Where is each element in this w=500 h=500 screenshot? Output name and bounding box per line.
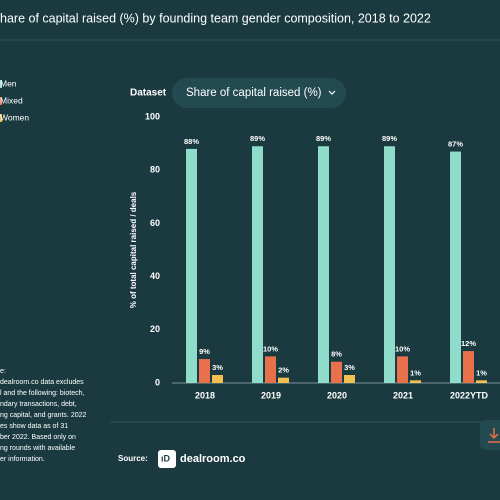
- note-line: ndary transactions, debt,: [0, 401, 77, 408]
- bar: [450, 151, 461, 383]
- data-label: 89%: [316, 134, 331, 143]
- y-axis-label: % of total capital raised / deals: [129, 191, 138, 308]
- bar: [463, 351, 474, 383]
- x-tick-label: 2021: [393, 390, 413, 400]
- y-tick-label: 20: [150, 324, 160, 334]
- x-tick-label: 2020: [327, 390, 347, 400]
- data-label: 10%: [263, 344, 278, 353]
- data-label: 89%: [382, 134, 397, 143]
- bar: [212, 375, 223, 383]
- data-label: 87%: [448, 140, 463, 149]
- bar: [186, 148, 197, 383]
- data-label: 3%: [344, 363, 355, 372]
- note-line: er information.: [0, 456, 45, 463]
- x-tick-label: 2022YTD: [450, 390, 489, 400]
- legend-swatch: [0, 114, 2, 122]
- dataset-label: Dataset: [130, 88, 167, 99]
- bar: [265, 356, 276, 383]
- note-line: ng capital, and grants. 2022: [0, 412, 87, 419]
- data-label: 9%: [199, 347, 210, 356]
- data-label: 2%: [278, 366, 289, 375]
- logo-mark: ıD: [161, 453, 171, 463]
- source-label: Source:: [118, 454, 148, 463]
- logo: dealroom.co: [180, 453, 246, 465]
- data-label: 88%: [184, 137, 199, 146]
- chevron[interactable]: [328, 90, 336, 95]
- bar: [384, 146, 395, 383]
- x-tick-label: 2018: [195, 390, 215, 400]
- legend-swatch: [0, 97, 2, 105]
- y-tick-label: 80: [150, 165, 160, 175]
- data-label: 12%: [461, 339, 476, 348]
- chart-title: hare of capital raised (%) by founding t…: [0, 11, 431, 25]
- bar: [252, 146, 263, 383]
- bar: [397, 356, 408, 383]
- legend-label: Women: [0, 112, 29, 122]
- bar: [344, 375, 355, 383]
- bar: [278, 377, 289, 383]
- y-tick-label: 40: [150, 271, 160, 281]
- data-label: 10%: [395, 344, 410, 353]
- data-label: 1%: [476, 368, 487, 377]
- note-line: e:: [0, 368, 6, 375]
- y-tick-label: 100: [145, 111, 160, 121]
- note-line: es show data as of 31: [0, 423, 68, 430]
- bar: [410, 380, 421, 383]
- legend-label: Men: [0, 78, 17, 88]
- data-label: 89%: [250, 134, 265, 143]
- note-line: ng rounds with available: [0, 445, 75, 452]
- x-tick-label: 2019: [261, 390, 281, 400]
- note-line: dealroom.co data excludes: [0, 379, 84, 386]
- y-tick-label: 0: [155, 377, 160, 387]
- legend-swatch: [0, 80, 2, 88]
- data-label: 3%: [212, 363, 223, 372]
- download-icon[interactable]: [488, 428, 500, 443]
- note-line: ber 2022. Based only on: [0, 434, 76, 441]
- dropdown-text[interactable]: Share of capital raised (%): [186, 87, 322, 99]
- dropdown[interactable]: [172, 78, 346, 108]
- note-line: l and the following: biotech,: [0, 390, 84, 397]
- legend-label: Mixed: [0, 95, 23, 105]
- data-label: 1%: [410, 368, 421, 377]
- bar: [476, 380, 487, 383]
- bar: [318, 146, 329, 383]
- bar: [199, 359, 210, 383]
- logo-icon: [158, 450, 176, 468]
- y-tick-label: 60: [150, 218, 160, 228]
- bar: [331, 361, 342, 383]
- data-label: 8%: [331, 350, 342, 359]
